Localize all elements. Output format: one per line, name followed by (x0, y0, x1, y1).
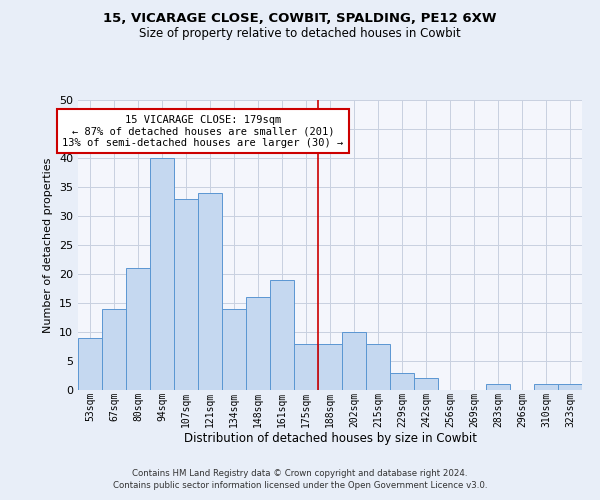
Bar (294, 344, 318, 390)
Text: Contains HM Land Registry data © Crown copyright and database right 2024.
Contai: Contains HM Land Registry data © Crown c… (113, 468, 487, 490)
Bar (78, 338, 102, 390)
Bar (102, 309, 126, 390)
Bar (270, 280, 294, 390)
Bar (390, 372, 414, 390)
X-axis label: Distribution of detached houses by size in Cowbit: Distribution of detached houses by size … (184, 432, 476, 445)
Bar (222, 309, 246, 390)
Text: Size of property relative to detached houses in Cowbit: Size of property relative to detached ho… (139, 28, 461, 40)
Bar (342, 332, 366, 390)
Bar (126, 268, 150, 390)
Y-axis label: Number of detached properties: Number of detached properties (43, 158, 53, 332)
Bar (534, 384, 558, 390)
Bar (150, 158, 174, 390)
Bar (486, 384, 510, 390)
Bar (414, 378, 438, 390)
Bar (366, 344, 390, 390)
Text: 15, VICARAGE CLOSE, COWBIT, SPALDING, PE12 6XW: 15, VICARAGE CLOSE, COWBIT, SPALDING, PE… (103, 12, 497, 26)
Bar (318, 344, 342, 390)
Bar (198, 193, 222, 390)
Bar (246, 297, 270, 390)
Text: 15 VICARAGE CLOSE: 179sqm
← 87% of detached houses are smaller (201)
13% of semi: 15 VICARAGE CLOSE: 179sqm ← 87% of detac… (62, 114, 343, 148)
Bar (558, 384, 582, 390)
Bar (174, 198, 198, 390)
